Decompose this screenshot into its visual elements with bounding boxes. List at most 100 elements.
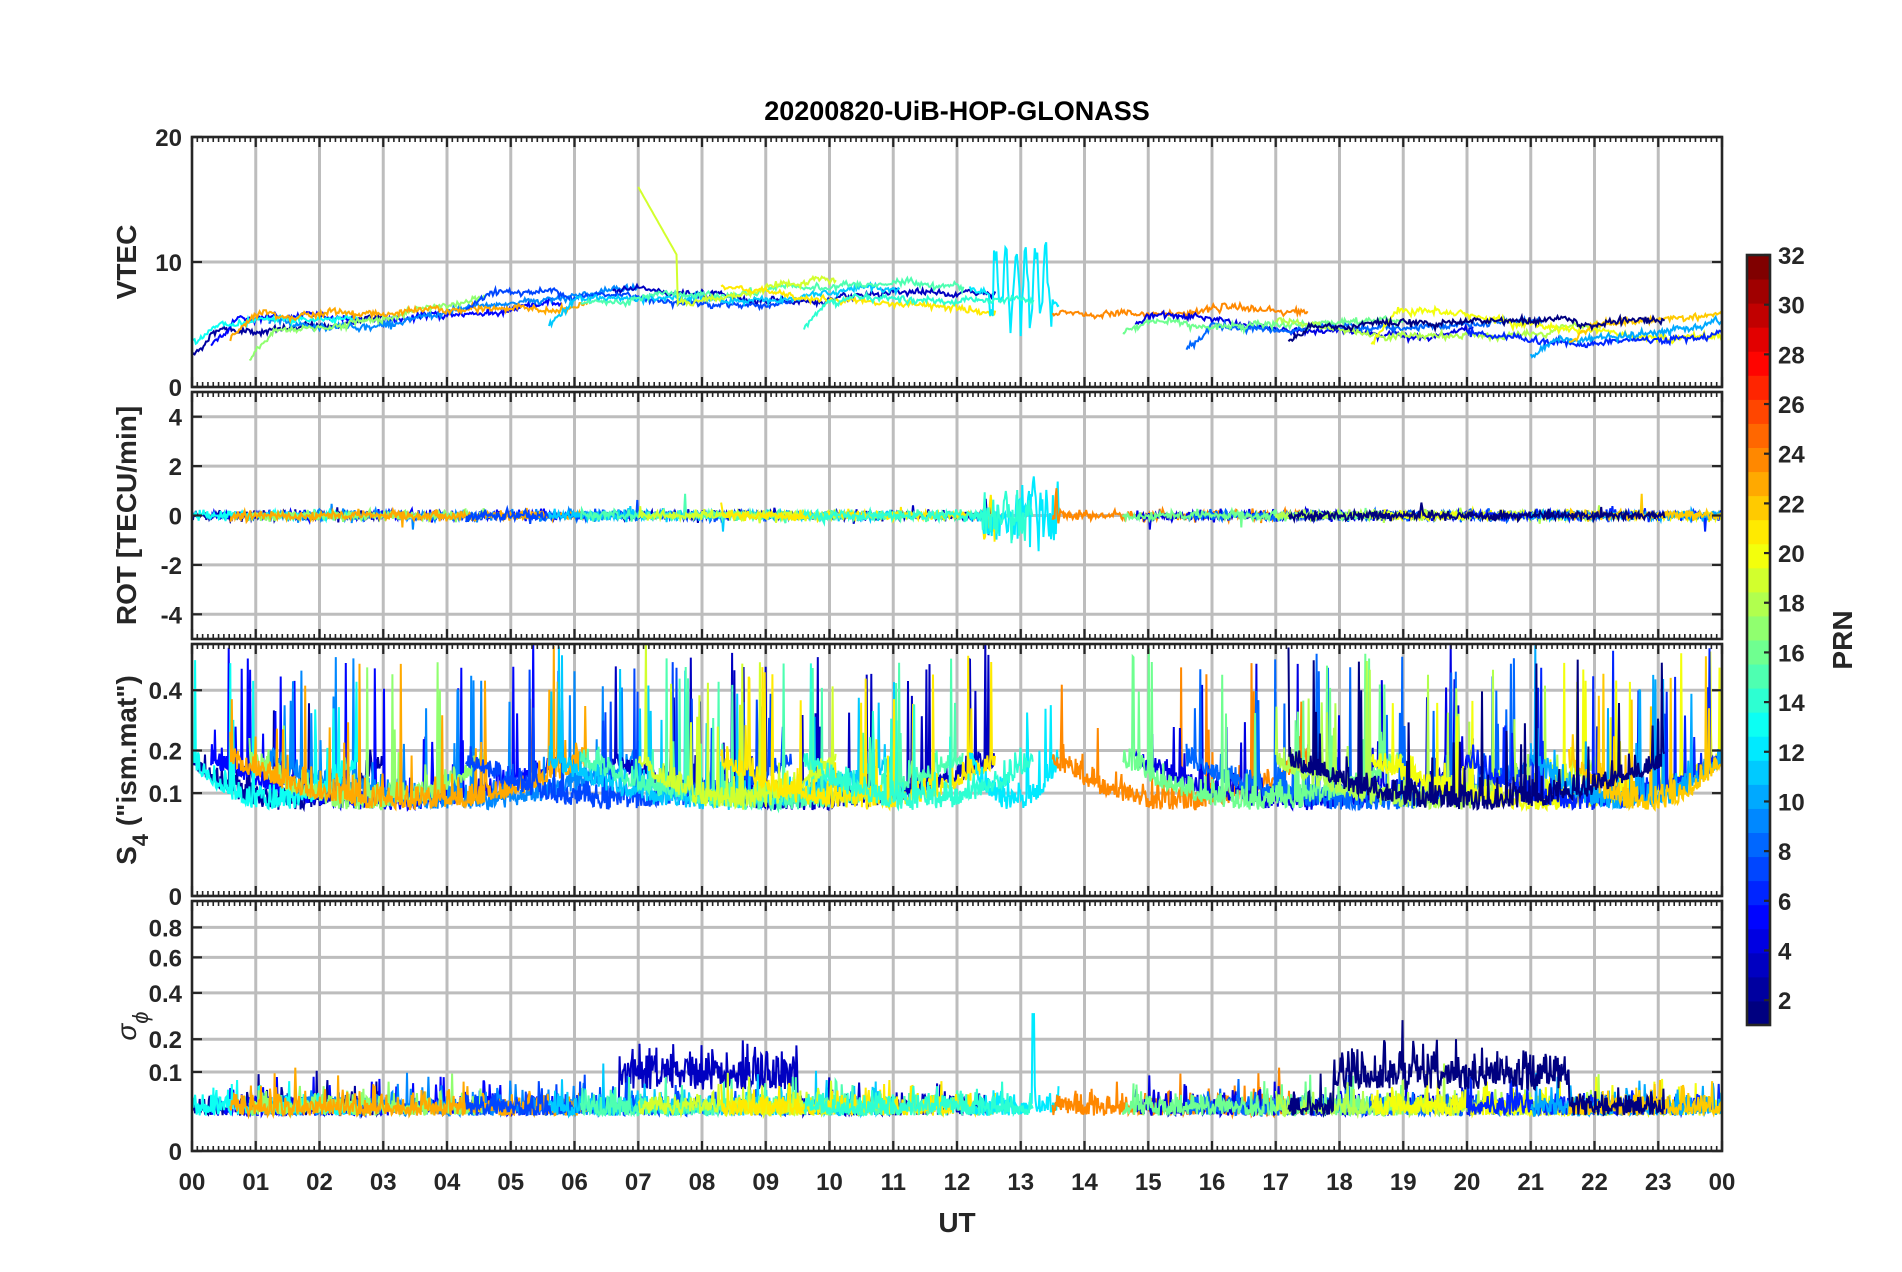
- y-tick-label: 0: [169, 1139, 182, 1166]
- colorbar-tick-label: 26: [1778, 392, 1805, 419]
- rot-series-line: [579, 493, 963, 524]
- colorbar-tick-label: 22: [1778, 491, 1805, 518]
- vtec-series-line: [229, 300, 588, 342]
- vtec-panel: 0 10 20 VTEC: [111, 125, 1724, 402]
- s4-y-axis-label: S4 ("ism.mat"): [111, 675, 153, 865]
- x-tick-label: 10: [816, 1169, 843, 1196]
- x-tick-label: 05: [497, 1169, 524, 1196]
- s4-series-line: [1122, 647, 1404, 810]
- colorbar-tick-label: 6: [1778, 889, 1791, 916]
- y-tick-label: 10: [155, 250, 182, 277]
- colorbar-tick-label: 18: [1778, 591, 1805, 618]
- s4-series: [192, 644, 1722, 814]
- y-tick-label: -4: [161, 602, 183, 629]
- vtec-series-line: [637, 186, 837, 308]
- vtec-series-line: [1122, 314, 1404, 335]
- vtec-series-line: [968, 241, 1060, 337]
- colorbar-tick-label: 4: [1778, 938, 1792, 965]
- rot-panel: -4 -2 0 2 4 ROT [TECU/min]: [111, 390, 1724, 641]
- rot-series-line: [1121, 506, 1404, 528]
- vtec-series: [192, 186, 1722, 362]
- colorbar-tick-label: 2: [1778, 988, 1791, 1015]
- y-tick-label: 0.2: [149, 739, 182, 766]
- vtec-series-line: [249, 294, 486, 362]
- y-tick-label: 4: [169, 405, 183, 432]
- colorbar-tick-label: 32: [1778, 243, 1805, 270]
- colorbar-tick-label: 20: [1778, 541, 1805, 568]
- x-tick-label: 13: [1007, 1169, 1034, 1196]
- y-tick-label: 0: [169, 504, 182, 531]
- colorbar-tick-label: 10: [1778, 789, 1805, 816]
- vtec-series-line: [1185, 315, 1544, 351]
- x-tick-label: 16: [1199, 1169, 1226, 1196]
- rot-series-line: [803, 489, 1034, 544]
- y-tick-label: 0.8: [149, 915, 182, 942]
- x-axis-label: UT: [938, 1207, 975, 1238]
- y-tick-label: 0.1: [149, 781, 182, 808]
- x-tick-labels: 00 01 02 03 04 05 06 07 08 09 10 11 12 13 14 15 16 17 18 19…: [179, 1169, 1736, 1196]
- s4-series-line: [579, 658, 964, 814]
- vtec-series-line: [720, 284, 997, 318]
- x-tick-label: 04: [434, 1169, 461, 1196]
- x-tick-label: 20: [1454, 1169, 1481, 1196]
- rot-series-line: [1287, 502, 1666, 524]
- sigma-phi-panel: 0 0.1 0.2 0.4 0.6 0.8 σϕ: [111, 899, 1724, 1166]
- rot-series: [192, 476, 1722, 552]
- x-tick-label: 14: [1071, 1169, 1098, 1196]
- colorbar-tick-label: 16: [1778, 640, 1805, 667]
- y-tick-label: 0.4: [149, 981, 183, 1008]
- colorbar-tick-label: 24: [1778, 442, 1805, 469]
- vtec-series-line: [1529, 314, 1722, 359]
- x-tick-label: 11: [881, 1169, 906, 1196]
- s4-series-line: [1287, 647, 1666, 811]
- sigphi-series-line: [229, 1067, 588, 1120]
- s4-series-line: [637, 644, 837, 810]
- y-tick-label: 0.1: [149, 1060, 182, 1087]
- x-tick-label: 00: [1709, 1169, 1736, 1196]
- vtec-series-line: [465, 284, 793, 312]
- sigphi-series: [192, 1013, 1722, 1120]
- rot-y-axis-label: ROT [TECU/min]: [111, 406, 142, 625]
- vtec-y-axis-label: VTEC: [111, 225, 142, 300]
- vtec-series-line: [1370, 304, 1722, 346]
- sigphi-series-line: [1287, 1020, 1666, 1119]
- sigphi-series-line: [1121, 1074, 1404, 1118]
- x-tick-label: 12: [944, 1169, 971, 1196]
- y-tick-label: 20: [155, 125, 182, 152]
- vtec-series-line: [1466, 325, 1722, 349]
- y-tick-label: 0: [169, 884, 182, 911]
- vtec-series-line: [1287, 312, 1666, 343]
- x-tick-label: 06: [561, 1169, 588, 1196]
- vtec-series-line: [803, 290, 1035, 330]
- x-tick-label: 21: [1517, 1169, 1544, 1196]
- chart-title: 20200820-UiB-HOP-GLONASS: [764, 96, 1150, 126]
- colorbar-tick-label: 12: [1778, 740, 1805, 767]
- s4-panel: 0 0.1 0.2 0.4S4 ("ism.mat"): [111, 642, 1724, 911]
- y-tick-label: 0: [169, 375, 182, 402]
- colorbar-label: PRN: [1827, 610, 1858, 669]
- sigphi-series-line: [803, 1081, 1034, 1117]
- y-tick-label: 0.4: [149, 678, 183, 705]
- vtec-series-line: [548, 281, 901, 329]
- x-tick-label: 18: [1326, 1169, 1353, 1196]
- x-tick-label: 01: [242, 1169, 269, 1196]
- x-tick-label: 09: [752, 1169, 779, 1196]
- x-tick-label: 02: [306, 1169, 333, 1196]
- colorbar-tick-label: 8: [1778, 839, 1791, 866]
- s4-series-line: [803, 663, 1034, 812]
- sigphi-y-axis-label: σϕ: [111, 1011, 153, 1040]
- colorbar-tick-label: 14: [1778, 690, 1805, 717]
- x-tick-label: 19: [1390, 1169, 1417, 1196]
- vtec-series-line: [1275, 317, 1602, 343]
- x-tick-label: 03: [370, 1169, 397, 1196]
- y-tick-label: -2: [161, 553, 182, 580]
- y-tick-label: 0.2: [149, 1027, 182, 1054]
- y-tick-label: 0.6: [149, 945, 182, 972]
- x-tick-label: 00: [179, 1169, 206, 1196]
- x-tick-label: 17: [1262, 1169, 1289, 1196]
- vtec-series-line: [192, 310, 358, 346]
- x-tick-label: 15: [1135, 1169, 1162, 1196]
- x-tick-label: 23: [1645, 1169, 1672, 1196]
